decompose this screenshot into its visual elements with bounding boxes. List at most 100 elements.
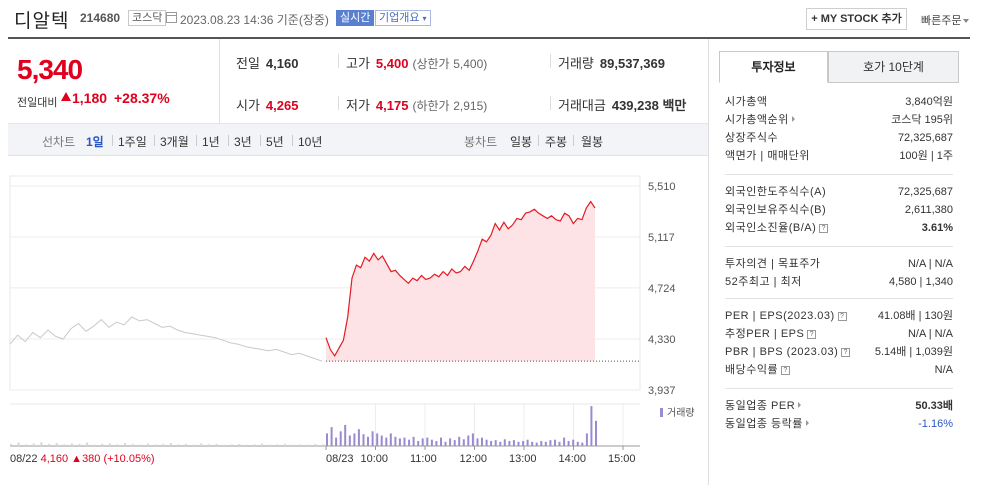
price-chart[interactable]: 5,510 5,117 4,724 4,330 3,937 08/23 10:00 11:00… [0, 156, 708, 485]
x-tick-label: 13:00 [509, 453, 537, 465]
period-divider [573, 135, 574, 146]
low-label: 저가 [346, 98, 370, 113]
tab-order-book[interactable]: 호가 10단계 [828, 51, 959, 83]
change-value: 1,180 [72, 90, 108, 106]
volume-bar [476, 438, 479, 446]
volume-bar [403, 437, 406, 446]
info-row-label: 액면가 | 매매단위 [725, 150, 810, 162]
info-row-value: N/A [934, 364, 953, 376]
help-icon[interactable]: ? [807, 330, 817, 339]
volume-bar [25, 444, 28, 446]
quick-order-label: 빠른주문 [921, 15, 962, 27]
info-row-value: -1.16% [918, 418, 953, 430]
info-row-label: 52주최고 | 최저 [725, 276, 802, 288]
high-value: 5,400 [375, 56, 409, 71]
x-tick-label: 10:00 [361, 453, 389, 465]
period-5y[interactable]: 5년 [266, 135, 284, 149]
info-tabs: 투자정보 호가 10단계 [719, 51, 959, 83]
info-row-label: 배당수익률? [725, 362, 791, 378]
add-my-stock-button[interactable]: + MY STOCK 추가 [806, 8, 907, 30]
volume-bar [299, 444, 302, 446]
line-chart-label: 선차트 [42, 135, 76, 149]
volume-bar [10, 443, 12, 446]
quick-order-dropdown[interactable]: 빠른주문 [921, 12, 970, 28]
candle-weekly[interactable]: 주봉 [545, 135, 568, 149]
volume-bar [162, 443, 165, 446]
volume-bar [348, 435, 351, 446]
volume-bar [200, 443, 203, 446]
company-overview-label: 기업개요 [379, 12, 420, 24]
period-1d[interactable]: 1일 [86, 135, 104, 149]
help-icon[interactable]: ? [781, 366, 791, 375]
help-icon[interactable]: ? [819, 224, 829, 233]
info-row: 동일업종 PER 50.33배 [725, 398, 953, 414]
info-row-label[interactable]: 동일업종 등락률 [725, 416, 809, 432]
volume-bar [78, 443, 81, 446]
period-1w[interactable]: 1주일 [118, 135, 147, 149]
volume-bar [421, 438, 424, 446]
volume-bar [531, 441, 534, 446]
volume-bar [572, 439, 575, 446]
info-row-value: 4,580 | 1,340 [888, 276, 953, 288]
info-group-divider [725, 174, 953, 175]
volume-bar [314, 443, 317, 446]
volume-bar [93, 444, 96, 446]
candle-daily[interactable]: 일봉 [510, 135, 533, 149]
prev-day-close: 4,160 ▲380 (+10.05%) [41, 453, 155, 465]
prev-close-label: 전일 [236, 56, 260, 71]
volume-bar [367, 436, 369, 446]
volume-bar [453, 440, 456, 446]
y-tick-label: 4,330 [648, 334, 676, 346]
open-label: 시가 [236, 98, 260, 113]
candle-monthly[interactable]: 월봉 [581, 135, 604, 149]
info-row-label[interactable]: 동일업종 PER [725, 398, 802, 414]
volume-bar [526, 439, 529, 446]
volume-bar [444, 441, 447, 446]
info-row: 액면가 | 매매단위 100원 | 1주 [725, 148, 953, 164]
investment-info-panel: 투자정보 호가 10단계 시가총액 3,840억원 시가총액순위 코스닥 195위 상장… [708, 39, 970, 485]
realtime-badge[interactable]: 실시간 [336, 10, 375, 26]
info-row: 외국인한도주식수(A) 72,325,687 [725, 184, 953, 200]
y-tick-label: 5,117 [648, 232, 675, 244]
volume: 거래량 89,537,369 [558, 53, 665, 72]
period-3m[interactable]: 3개월 [160, 135, 189, 149]
period-divider [112, 135, 113, 146]
volume-bar [558, 441, 561, 446]
volume-bar [535, 442, 538, 446]
info-row-value: 72,325,687 [897, 186, 953, 198]
period-1y[interactable]: 1년 [202, 135, 220, 149]
x-tick-label: 11:00 [410, 453, 437, 465]
info-row-label: 투자의견 | 목표주가 [725, 258, 821, 270]
tab-investment-info[interactable]: 투자정보 [719, 51, 828, 83]
volume-bar [549, 440, 552, 446]
help-icon[interactable]: ? [837, 312, 847, 321]
volume-bar [154, 444, 157, 446]
volume-bar [177, 444, 180, 446]
info-row-value: 100원 | 1주 [899, 150, 953, 162]
x-tick-label: 15:00 [608, 453, 636, 465]
info-row-label[interactable]: 시가총액순위 [725, 112, 795, 128]
x-tick-label: 08/23 [326, 453, 354, 465]
volume-bar [291, 444, 294, 446]
volume-bar [426, 437, 429, 446]
period-3y[interactable]: 3년 [234, 135, 252, 149]
stock-name: 디알텍 [14, 11, 70, 32]
volume-bar [276, 444, 279, 446]
period-divider [228, 135, 229, 146]
help-icon[interactable]: ? [841, 348, 851, 357]
volume-bar [380, 435, 383, 446]
volume-bar [32, 443, 35, 446]
volume-bar [55, 443, 58, 446]
period-10y[interactable]: 10년 [298, 135, 323, 149]
info-row-value: 50.33배 [915, 400, 953, 412]
prev-day-date: 08/22 [10, 453, 41, 465]
volume-bar [131, 443, 134, 446]
current-price: 5,340 [17, 54, 83, 85]
info-group-divider [725, 388, 953, 389]
volume-bar [86, 442, 89, 446]
calendar-icon [166, 12, 177, 23]
volume-bar [595, 420, 597, 446]
upper-limit-label: (상한가 [412, 57, 450, 71]
company-overview-dropdown[interactable]: 기업개요 ▾ [375, 10, 431, 26]
open-value: 4,265 [265, 98, 299, 113]
